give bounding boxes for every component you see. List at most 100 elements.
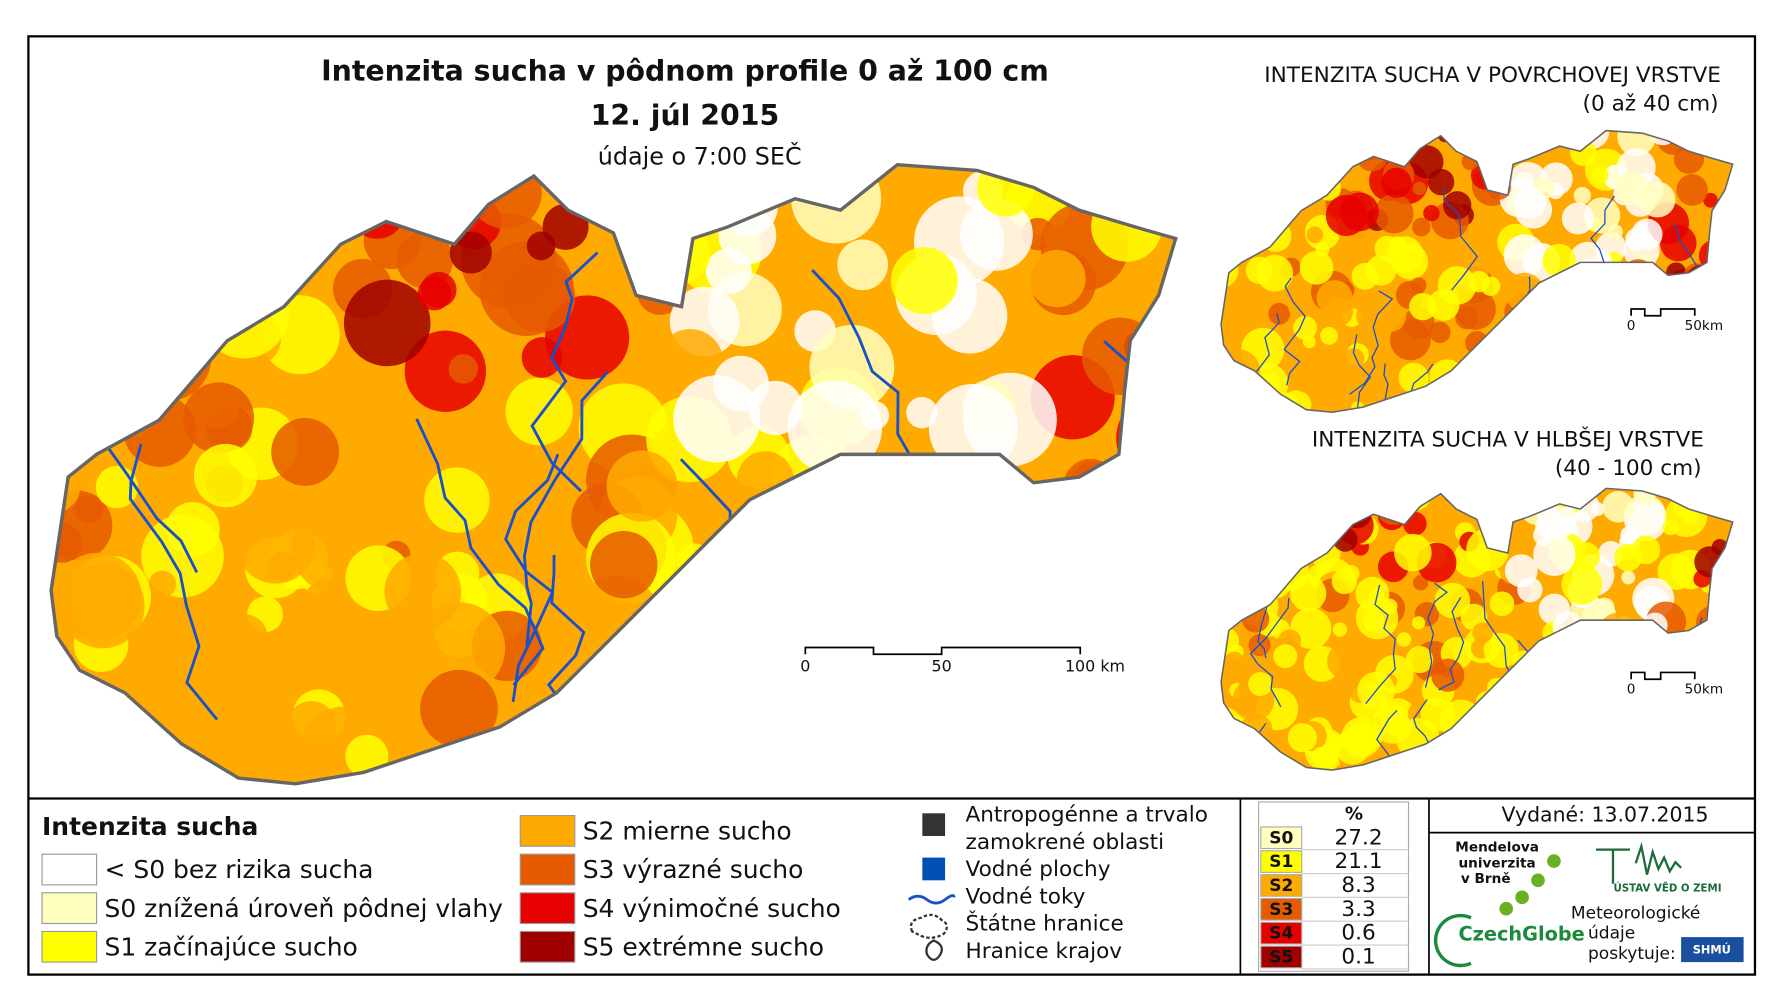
symbol-label: Antropogénne a trvalo: [966, 803, 1208, 828]
drought-patch: [1703, 192, 1718, 208]
symbol-icons: [907, 813, 956, 961]
drought-patch: [148, 570, 177, 598]
drought-patch: [1412, 575, 1429, 591]
drought-patch: [1483, 633, 1519, 668]
river: [1424, 582, 1448, 688]
drought-patch: [1472, 622, 1493, 644]
drought-patch: [183, 382, 255, 454]
drought-patch: [193, 443, 258, 508]
drought-patch: [1410, 145, 1444, 179]
drought-patch: [1621, 570, 1636, 585]
drought-patch: [960, 198, 1033, 271]
icon-river: [907, 894, 956, 905]
logo-text: poskytuje:: [1588, 944, 1676, 964]
drought-patch: [1332, 622, 1348, 637]
drought-patch: [53, 552, 142, 641]
drought-patch: [1268, 302, 1291, 325]
drought-patch: [1443, 191, 1472, 220]
legend: < S0 bez rizika sucha S0 znížená úroveň p…: [41, 815, 841, 963]
logo-text: Mendelova: [1455, 839, 1539, 855]
river: [1352, 334, 1393, 413]
drought-patch: [1299, 250, 1334, 285]
class-cell: [1260, 897, 1303, 921]
logos: [1433, 841, 1744, 968]
logo-seismo: [1595, 841, 1682, 884]
drought-patch: [1584, 197, 1621, 234]
drought-patch: [1594, 597, 1615, 618]
icon-water-body: [922, 857, 946, 881]
legend-label: S3 výrazné sucho: [583, 855, 804, 884]
drought-patch: [1602, 491, 1634, 523]
drought-patch: [1390, 319, 1431, 361]
class-cell: [1260, 874, 1303, 897]
drought-patch: [837, 239, 889, 291]
drought-patch: [1561, 564, 1603, 605]
drought-patch: [1325, 194, 1367, 237]
drought-patch: [1535, 517, 1556, 538]
stats-table: % S0 27.2 S1 21.1 S2 8.3 S3 3.3 S4 0.6 S5 0.1: [1258, 801, 1410, 972]
percent-value: 27.2: [1335, 825, 1383, 850]
drought-patch: [787, 380, 883, 475]
scale-label: 0: [1627, 681, 1636, 697]
symbol-label: Vodné plochy: [966, 857, 1111, 882]
river: [1283, 277, 1306, 386]
drought-patch: [1431, 658, 1465, 692]
drought-patch: [1398, 362, 1429, 393]
class-code: S4: [1269, 924, 1293, 944]
river: [1383, 363, 1434, 413]
drought-patch: [1434, 582, 1471, 619]
legend-label: S5 extrémne sucho: [583, 932, 824, 961]
drought-patch: [1461, 678, 1481, 697]
class-cell: [1260, 945, 1303, 969]
scale-label: 0: [800, 656, 810, 675]
drought-patch: [1423, 204, 1440, 222]
legend-swatch: [519, 815, 576, 847]
drought-patch: [1614, 543, 1642, 572]
scale-label: 0: [1627, 318, 1636, 334]
class-code: S3: [1269, 900, 1293, 920]
drought-patch: [1455, 306, 1479, 330]
river: [1438, 597, 1465, 691]
logo-text: v Brně: [1461, 871, 1511, 887]
class-code: S1: [1269, 852, 1293, 872]
drought-patch: [1290, 575, 1327, 612]
drought-patch: [1365, 255, 1397, 286]
table-border: [1258, 801, 1410, 972]
logo-text: SHMÚ: [1693, 943, 1731, 957]
drought-patch: [1639, 181, 1676, 218]
percent-value: 8.3: [1341, 873, 1375, 898]
drought-patch: [505, 377, 573, 446]
drought-patch: [1273, 644, 1298, 669]
logo-text: ÚSTAV VĚD O ZEMI: [1613, 881, 1721, 894]
legend-label: S0 znížená úroveň pôdnej vlahy: [105, 894, 504, 923]
drought-patch: [424, 467, 490, 533]
scale-label: 50km: [1685, 318, 1724, 334]
drought-patch: [1409, 293, 1437, 321]
percent-value: 0.6: [1341, 921, 1375, 946]
drought-patch: [1224, 289, 1251, 317]
legend-title: Intenzita sucha: [42, 812, 258, 841]
class-cell: [1260, 826, 1303, 850]
drought-patch: [449, 231, 492, 274]
drought-patch: [75, 495, 104, 524]
scale-label: 50: [932, 656, 952, 675]
drought-patch: [1533, 533, 1576, 576]
percent-value: 0.1: [1341, 945, 1375, 970]
drought-patch: [420, 669, 498, 748]
drought-patch: [1248, 672, 1273, 697]
drought-patch: [1471, 246, 1485, 260]
drought-patch: [1410, 277, 1427, 294]
legend-swatch: [519, 930, 576, 963]
drought-patch: [345, 367, 395, 418]
logo-dot: [1499, 901, 1514, 916]
drought-patch: [1394, 533, 1432, 572]
logo-text: univerzita: [1458, 855, 1535, 871]
drought-patch: [1028, 249, 1086, 308]
drought-patch: [1427, 168, 1455, 196]
drought-patch: [165, 502, 220, 557]
drought-patch: [1355, 576, 1390, 611]
drought-patch: [1341, 717, 1382, 758]
legend-label: S2 mierne sucho: [583, 817, 792, 846]
inset-title: INTENZITA SUCHA V HLBŠEJ VRSTVE: [1312, 427, 1704, 453]
drought-patch: [1412, 181, 1427, 196]
